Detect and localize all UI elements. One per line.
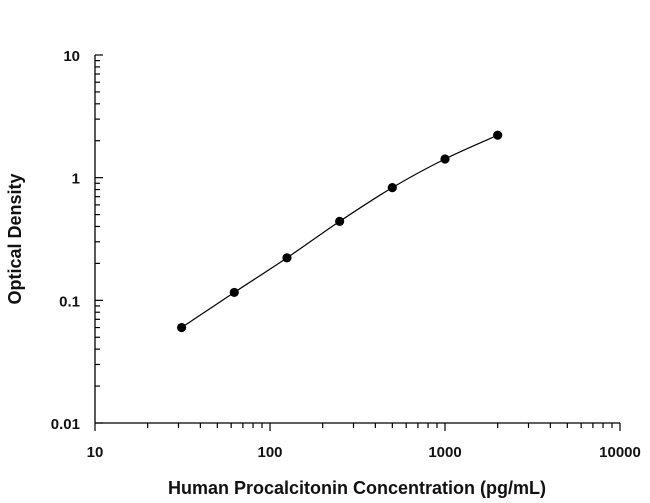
axes xyxy=(94,54,621,431)
x-axis-title: Human Procalcitonin Concentration (pg/mL… xyxy=(168,478,546,498)
data-point xyxy=(335,216,345,227)
x-tick-label: 1000 xyxy=(428,444,461,461)
y-tick-labels: 10 1 0.1 0.01 xyxy=(51,48,80,433)
y-tick-label: 1 xyxy=(72,171,80,188)
data-points xyxy=(176,130,503,333)
data-point xyxy=(229,287,239,298)
y-axis-title: Optical Density xyxy=(5,173,25,304)
y-tick-label: 10 xyxy=(63,48,80,65)
x-axis-ticks xyxy=(94,423,621,431)
data-point xyxy=(176,322,187,333)
x-tick-labels: 10 100 1000 10000 xyxy=(87,444,641,461)
data-point xyxy=(387,182,397,193)
y-tick-label: 0.01 xyxy=(51,416,80,433)
x-tick-label: 10 xyxy=(87,444,104,461)
y-tick-label: 0.1 xyxy=(59,293,80,310)
data-point xyxy=(282,253,292,263)
data-point xyxy=(493,130,503,140)
x-tick-label: 100 xyxy=(257,444,282,461)
x-tick-label: 10000 xyxy=(599,444,641,461)
data-point xyxy=(440,154,450,164)
y-axis-ticks xyxy=(95,54,103,424)
fit-curve xyxy=(181,134,498,329)
